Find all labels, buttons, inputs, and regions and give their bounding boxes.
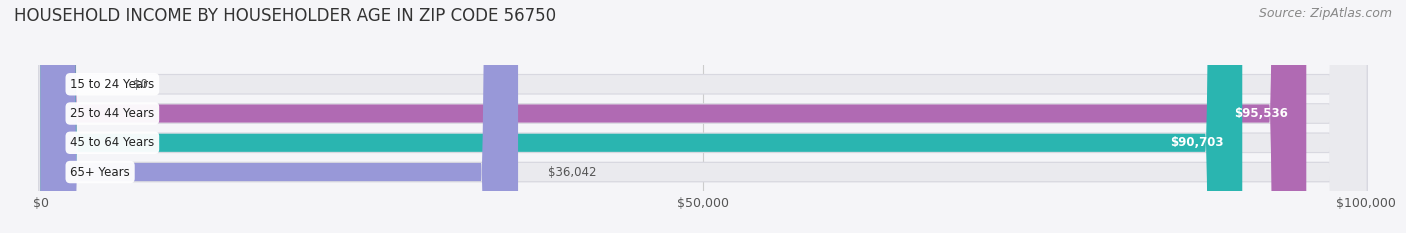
Text: 25 to 44 Years: 25 to 44 Years	[70, 107, 155, 120]
Text: $95,536: $95,536	[1234, 107, 1288, 120]
FancyBboxPatch shape	[41, 0, 1365, 233]
Text: 45 to 64 Years: 45 to 64 Years	[70, 136, 155, 149]
Text: $36,042: $36,042	[548, 165, 596, 178]
Text: 15 to 24 Years: 15 to 24 Years	[70, 78, 155, 91]
Text: $90,703: $90,703	[1170, 136, 1223, 149]
FancyBboxPatch shape	[41, 0, 517, 233]
FancyBboxPatch shape	[41, 0, 1365, 233]
Text: 65+ Years: 65+ Years	[70, 165, 129, 178]
Text: HOUSEHOLD INCOME BY HOUSEHOLDER AGE IN ZIP CODE 56750: HOUSEHOLD INCOME BY HOUSEHOLDER AGE IN Z…	[14, 7, 557, 25]
Text: Source: ZipAtlas.com: Source: ZipAtlas.com	[1258, 7, 1392, 20]
FancyBboxPatch shape	[41, 0, 1365, 233]
FancyBboxPatch shape	[41, 0, 1243, 233]
FancyBboxPatch shape	[39, 0, 1367, 233]
FancyBboxPatch shape	[41, 0, 1365, 233]
FancyBboxPatch shape	[39, 0, 1367, 233]
Text: $0: $0	[134, 78, 148, 91]
FancyBboxPatch shape	[39, 0, 1367, 233]
FancyBboxPatch shape	[39, 0, 1367, 233]
FancyBboxPatch shape	[41, 0, 1306, 233]
